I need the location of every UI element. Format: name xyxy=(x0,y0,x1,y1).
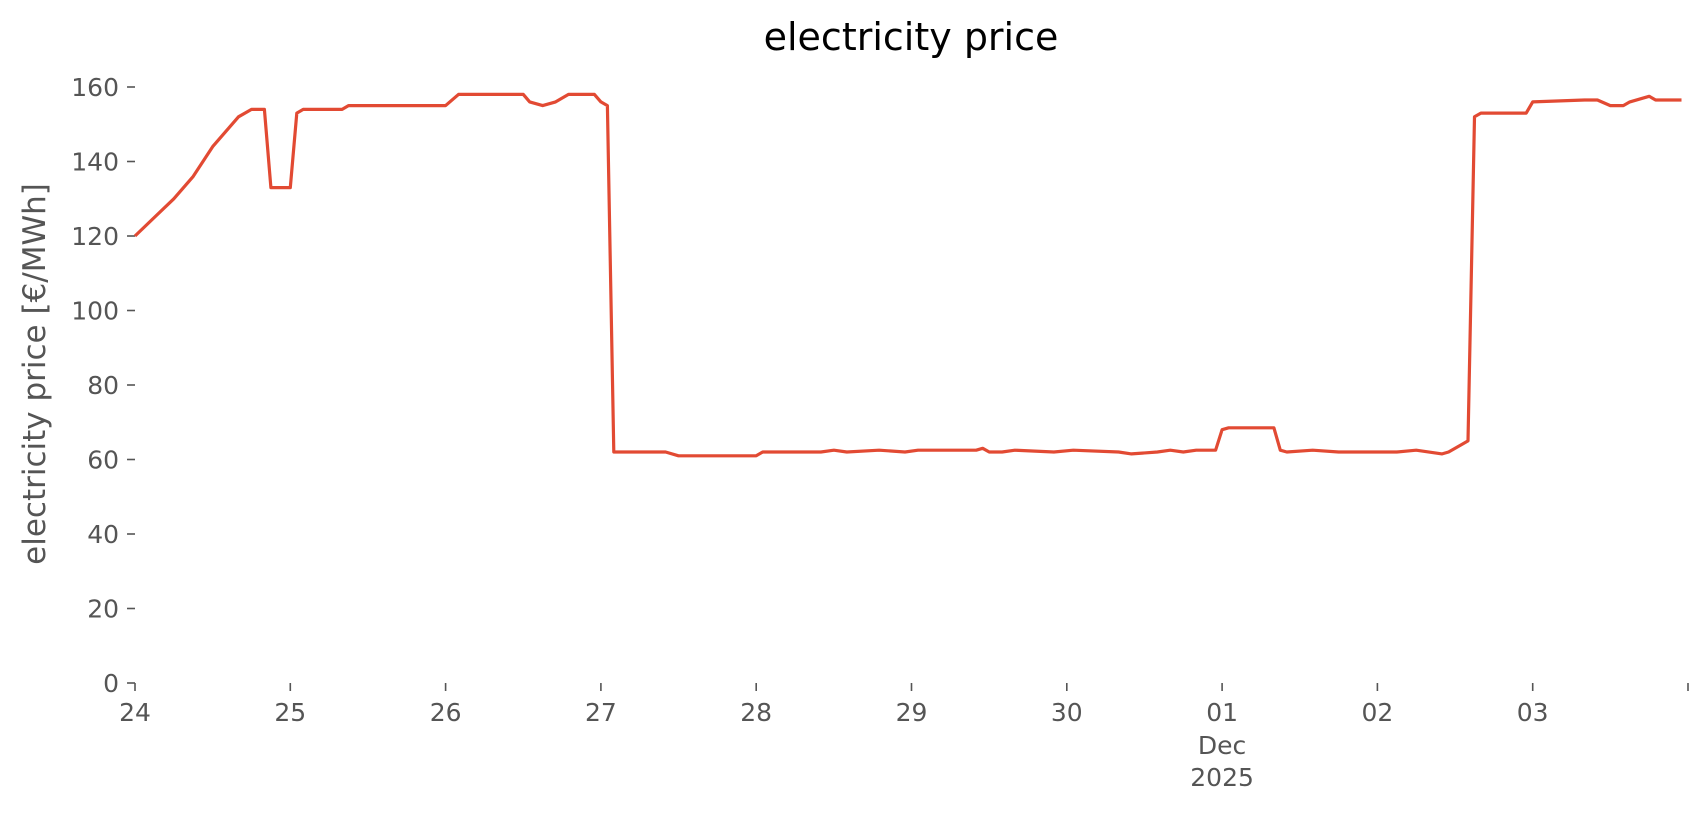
y-axis-label: electricity price [€/MWh] xyxy=(17,183,53,565)
price-series-line xyxy=(133,92,1682,458)
chart-title: electricity price xyxy=(764,15,1059,59)
y-tick-label: 120 xyxy=(71,222,119,251)
y-axis: 0 20 40 60 80 100 120 140 160 xyxy=(71,73,135,698)
x-tick-label: 27 xyxy=(585,698,617,727)
y-tick-label: 0 xyxy=(103,669,119,698)
x-tick-sublabel: Dec xyxy=(1198,731,1246,760)
x-tick-label: 24 xyxy=(119,698,151,727)
x-tick-label: 30 xyxy=(1051,698,1083,727)
y-tick-label: 160 xyxy=(71,73,119,102)
x-tick-label: 29 xyxy=(896,698,928,727)
x-axis: 24 25 26 27 28 29 30 01 Dec 2025 02 03 xyxy=(119,683,1689,792)
x-tick-label: 01 xyxy=(1206,698,1238,727)
x-tick-sublabel: 2025 xyxy=(1190,763,1254,792)
y-tick-label: 20 xyxy=(87,595,119,624)
y-tick-label: 80 xyxy=(87,371,119,400)
x-tick-label: 25 xyxy=(274,698,306,727)
x-tick-label: 03 xyxy=(1517,698,1549,727)
y-tick-label: 140 xyxy=(71,148,119,177)
y-tick-label: 100 xyxy=(71,297,119,326)
y-tick-label: 40 xyxy=(87,520,119,549)
x-tick-label: 02 xyxy=(1361,698,1393,727)
x-tick-label: 28 xyxy=(740,698,772,727)
y-tick-label: 60 xyxy=(87,446,119,475)
x-tick-label: 26 xyxy=(430,698,462,727)
